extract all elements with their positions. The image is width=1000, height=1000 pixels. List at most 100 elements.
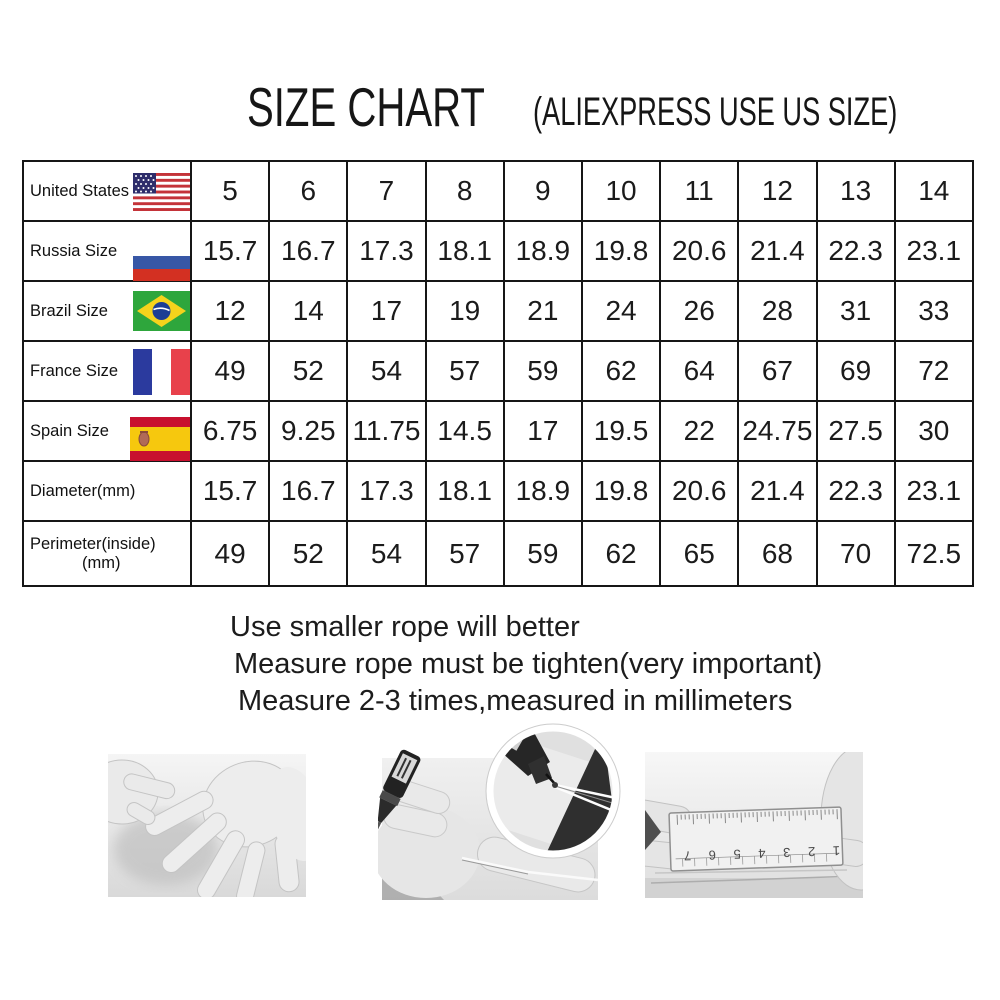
size-cell: 20.6 — [659, 460, 740, 522]
size-cell: 24.75 — [737, 400, 818, 462]
note-line: Measure rope must be tighten(very import… — [234, 648, 823, 680]
size-cell: 72.5 — [893, 520, 974, 587]
size-cell: 72 — [893, 340, 974, 402]
brazil-flag-icon — [133, 291, 190, 331]
size-cell: 19.5 — [580, 400, 662, 462]
row-sublabel: (mm) — [82, 553, 121, 572]
us-flag-icon — [133, 173, 190, 211]
row-label-cell: United States — [22, 160, 192, 222]
row-label: Russia Size — [30, 241, 118, 260]
size-cell: 57 — [424, 520, 505, 587]
table-row: France Size 49 52 54 57 59 62 64 67 69 72 — [22, 340, 974, 402]
size-cell: 12 — [737, 160, 818, 222]
note-line: Measure 2-3 times,measured in millimeter… — [238, 685, 793, 717]
size-cell: 52 — [268, 340, 349, 402]
size-cell: 18.1 — [424, 220, 505, 282]
size-cell: 19.8 — [580, 220, 662, 282]
size-cell: 19.8 — [580, 460, 662, 522]
size-cell: 10 — [580, 160, 662, 222]
row-label-cell: Spain Size — [22, 400, 192, 462]
rope-string — [654, 869, 848, 874]
row-label-cell: Brazil Size — [22, 280, 192, 342]
size-cell: 6.75 — [189, 400, 271, 462]
size-cell: 8 — [424, 160, 505, 222]
size-cell: 7 — [346, 160, 427, 222]
magnifier-inset — [485, 723, 621, 859]
size-cell: 6 — [268, 160, 349, 222]
size-cell: 24 — [580, 280, 662, 342]
pointing-hand — [108, 759, 176, 825]
row-label: France Size — [30, 361, 119, 380]
row-label-cell: Perimeter(inside) (mm) — [22, 520, 192, 587]
size-cell: 18.9 — [502, 460, 583, 522]
size-cell: 65 — [659, 520, 740, 587]
size-cell: 12 — [189, 280, 271, 342]
size-cell: 62 — [580, 340, 662, 402]
table-row: Diameter(mm) 15.7 16.7 17.3 18.1 18.9 19.8 20.6… — [22, 460, 974, 522]
row-label: Perimeter(inside) — [30, 534, 156, 553]
russia-flag-icon — [133, 243, 190, 281]
row-label: Spain Size — [30, 421, 109, 440]
rope-string — [461, 856, 599, 882]
size-cell: 13 — [815, 160, 896, 222]
size-cell: 23.1 — [893, 220, 974, 282]
page-subtitle: (ALIEXPRESS USE US SIZE) — [533, 90, 898, 134]
measuring-rope-with-ruler-photo: 1 2 3 4 5 6 7 — [645, 752, 863, 898]
size-cell: 57 — [424, 340, 505, 402]
open-palm-hand — [145, 760, 306, 897]
size-cell: 9 — [502, 160, 583, 222]
table-row: Brazil Size 12 14 17 19 21 24 26 28 31 33 — [22, 280, 974, 342]
spain-flag-icon — [130, 417, 190, 461]
size-cell: 17 — [346, 280, 427, 342]
size-cell: 30 — [893, 400, 974, 462]
row-label-cell: France Size — [22, 340, 192, 402]
row-label-cell: Diameter(mm) — [22, 460, 192, 522]
size-cell: 14 — [893, 160, 974, 222]
size-cell: 49 — [189, 520, 271, 587]
size-cell: 15.7 — [189, 460, 271, 522]
marker-pen — [378, 749, 421, 836]
size-cell: 21.4 — [737, 460, 818, 522]
size-cell: 54 — [346, 520, 427, 587]
row-label: United States — [30, 181, 130, 200]
france-flag-icon — [133, 349, 190, 395]
size-cell: 64 — [659, 340, 740, 402]
size-cell: 68 — [737, 520, 818, 587]
size-table-body: United States 5 6 7 8 9 10 11 12 13 14 Russia Size… — [22, 160, 974, 587]
size-cell: 14 — [268, 280, 349, 342]
size-cell: 69 — [815, 340, 896, 402]
row-label-cell: Russia Size — [22, 220, 192, 282]
size-cell: 16.7 — [268, 220, 349, 282]
size-cell: 22.3 — [815, 220, 896, 282]
note-line: Use smaller rope will better — [230, 611, 580, 643]
size-cell: 16.7 — [268, 460, 349, 522]
size-cell: 11.75 — [346, 400, 427, 462]
ruler-numbers: 1 2 3 4 5 6 7 — [677, 843, 841, 864]
size-cell: 62 — [580, 520, 662, 587]
size-cell: 9.25 — [268, 400, 349, 462]
size-cell: 70 — [815, 520, 896, 587]
size-cell: 20.6 — [659, 220, 740, 282]
size-cell: 49 — [189, 340, 271, 402]
size-cell: 11 — [659, 160, 740, 222]
size-cell: 17.3 — [346, 460, 427, 522]
size-cell: 22.3 — [815, 460, 896, 522]
size-cell: 14.5 — [424, 400, 505, 462]
size-cell: 28 — [737, 280, 818, 342]
size-cell: 17.3 — [346, 220, 427, 282]
size-cell: 18.1 — [424, 460, 505, 522]
size-cell: 54 — [346, 340, 427, 402]
size-cell: 33 — [893, 280, 974, 342]
hands-pointing-at-palm-photo — [108, 754, 306, 897]
size-cell: 67 — [737, 340, 818, 402]
row-label: Diameter(mm) — [30, 481, 136, 500]
ruler: 1 2 3 4 5 6 7 — [668, 806, 844, 872]
size-cell: 59 — [502, 520, 583, 587]
page-title: SIZE CHART — [247, 76, 485, 138]
marking-rope-on-finger-photo — [378, 723, 621, 900]
holding-fingers — [383, 779, 451, 838]
size-cell: 18.9 — [502, 220, 583, 282]
size-cell: 59 — [502, 340, 583, 402]
table-row: Russia Size 15.7 16.7 17.3 18.1 18.9 19.8 20.6… — [22, 220, 974, 282]
